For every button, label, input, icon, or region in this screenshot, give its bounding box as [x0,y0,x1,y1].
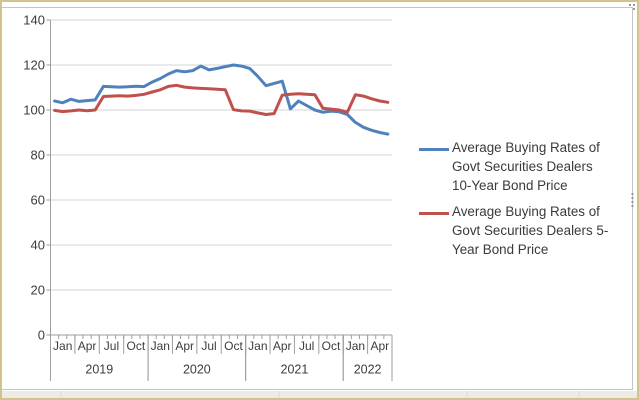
legend-label-5-year: Average Buying Rates of Govt Securities … [452,204,609,257]
svg-text:Oct: Oct [322,339,341,353]
svg-text:Apr: Apr [370,339,389,353]
chart-legend: Average Buying Rates of Govt Securities … [419,138,615,266]
svg-text:2021: 2021 [281,363,309,377]
svg-text:2022: 2022 [354,363,382,377]
svg-text:Jul: Jul [104,339,119,353]
svg-text:Jan: Jan [346,339,365,353]
spreadsheet-strip [2,391,637,398]
svg-text:Apr: Apr [273,339,292,353]
svg-text:Oct: Oct [127,339,146,353]
plot-area: 0 20 40 60 80 100 120 140 Jan Apr Jul Oct Jan Apr Jul O… [23,13,393,381]
svg-text:100: 100 [23,103,45,118]
svg-text:40: 40 [31,238,45,253]
svg-text:Apr: Apr [175,339,194,353]
legend-line-5-year-icon [419,212,449,215]
svg-text:Jan: Jan [53,339,72,353]
legend-item-10-year: Average Buying Rates of Govt Securities … [419,138,615,195]
svg-text:0: 0 [38,328,45,343]
svg-text:Jan: Jan [151,339,170,353]
svg-text:120: 120 [23,58,45,73]
svg-text:60: 60 [31,193,45,208]
svg-text:20: 20 [31,283,45,298]
selection-handle-top-right [629,4,635,10]
svg-text:Jul: Jul [201,339,216,353]
legend-line-10-year-icon [419,148,449,151]
svg-text:Jul: Jul [299,339,314,353]
selection-handle-right-middle [631,193,634,207]
svg-text:2019: 2019 [85,363,113,377]
svg-text:Oct: Oct [224,339,243,353]
svg-text:Apr: Apr [78,339,97,353]
svg-text:140: 140 [23,13,45,28]
svg-text:2020: 2020 [183,363,211,377]
svg-text:Jan: Jan [248,339,267,353]
legend-label-10-year: Average Buying Rates of Govt Securities … [452,140,600,193]
legend-item-5-year: Average Buying Rates of Govt Securities … [419,202,615,259]
svg-text:80: 80 [31,148,45,163]
